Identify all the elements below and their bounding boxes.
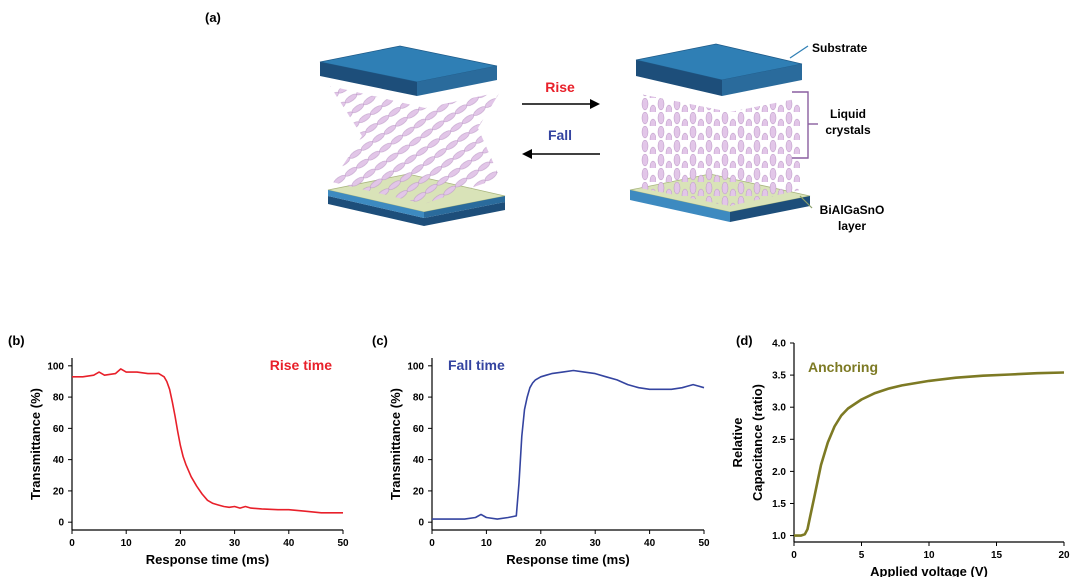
left-liquid-crystals	[330, 86, 500, 204]
y-tick-label: 80	[413, 393, 425, 404]
y-tick-label: 1.0	[772, 531, 786, 542]
y-axis-label-line1: Relative	[730, 418, 745, 468]
y-axis-label: Transmittance (%)	[28, 388, 43, 500]
x-axis-label: Response time (ms)	[146, 552, 270, 567]
chart-annotation: Rise time	[270, 357, 332, 373]
y-tick-label: 60	[413, 424, 425, 435]
y-tick-label: 20	[413, 486, 425, 497]
y-tick-label: 3.0	[772, 403, 786, 414]
layer-label-line1: BiAlGaSnO	[820, 203, 885, 217]
y-tick-label: 60	[53, 424, 65, 435]
rise-label: Rise	[545, 79, 575, 95]
layer-label-line2: layer	[838, 219, 866, 233]
y-tick-label: 0	[58, 518, 64, 529]
fall-arrow: Fall	[522, 127, 600, 159]
left-bottom-substrate	[328, 196, 505, 226]
x-tick-label: 40	[283, 538, 295, 549]
fall-label: Fall	[548, 127, 572, 143]
x-axis-label: Response time (ms)	[506, 552, 630, 567]
y-axis-label: Transmittance (%)	[388, 388, 403, 500]
y-tick-label: 4.0	[772, 339, 786, 350]
y-tick-label: 40	[53, 455, 65, 466]
chart-annotation: Fall time	[448, 357, 505, 373]
panel-label: (b)	[8, 333, 25, 348]
y-tick-label: 100	[407, 361, 424, 372]
x-tick-label: 50	[698, 538, 710, 549]
chart-b-rise-time: (b) 0 10 20 30 40 50 0 20 40 60 80 100 Rise time Respo…	[8, 333, 349, 567]
series-line	[72, 368, 343, 514]
x-tick-label: 40	[644, 538, 656, 549]
series-line	[432, 369, 705, 520]
panel-label: (d)	[736, 333, 753, 348]
panel-a-label: (a)	[205, 10, 221, 25]
x-axis-label: Applied voltage (V)	[870, 564, 988, 577]
y-tick-label: 1.5	[772, 499, 786, 510]
y-tick-label: 3.5	[772, 371, 786, 382]
substrate-label: Substrate	[812, 41, 868, 55]
y-tick-label: 2.0	[772, 467, 786, 478]
x-tick-label: 30	[590, 538, 602, 549]
y-tick-label: 80	[53, 393, 65, 404]
x-tick-label: 20	[535, 538, 547, 549]
y-tick-label: 40	[413, 455, 425, 466]
right-cell	[629, 43, 811, 222]
y-tick-label: 2.5	[772, 435, 786, 446]
y-tick-label: 0	[418, 518, 424, 529]
panel-a: (a) Rise Fall	[205, 10, 884, 233]
panel-label: (c)	[372, 333, 388, 348]
x-tick-label: 30	[229, 538, 241, 549]
x-tick-label: 50	[337, 538, 349, 549]
y-tick-label: 20	[53, 486, 65, 497]
left-cell	[319, 45, 506, 226]
x-tick-label: 10	[481, 538, 493, 549]
x-tick-label: 0	[429, 538, 435, 549]
chart-annotation: Anchoring	[808, 359, 878, 375]
chart-d-anchoring: (d) 0 5 10 15 20 1.0 1.5 2.0 2.5 3.0 3.5 4.0 Anchorin…	[730, 333, 1070, 577]
right-liquid-crystals	[640, 94, 800, 206]
x-tick-label: 10	[923, 550, 935, 561]
lc-bracket	[792, 91, 809, 159]
x-tick-label: 5	[859, 550, 865, 561]
x-tick-label: 20	[175, 538, 187, 549]
x-tick-label: 0	[791, 550, 797, 561]
series-line	[794, 371, 1065, 537]
x-tick-label: 0	[69, 538, 75, 549]
y-axis-label-line2: Capacitance (ratio)	[750, 384, 765, 501]
x-tick-label: 10	[121, 538, 133, 549]
x-tick-label: 20	[1058, 550, 1070, 561]
lc-label-line1: Liquid	[830, 107, 866, 121]
x-tick-label: 15	[991, 550, 1003, 561]
y-tick-label: 100	[47, 361, 64, 372]
rise-arrow: Rise	[522, 79, 600, 109]
lc-label-line2: crystals	[825, 123, 871, 137]
chart-c-fall-time: (c) 0 10 20 30 40 50 0 20 40 60 80 100 Fall time Respo…	[372, 333, 710, 567]
